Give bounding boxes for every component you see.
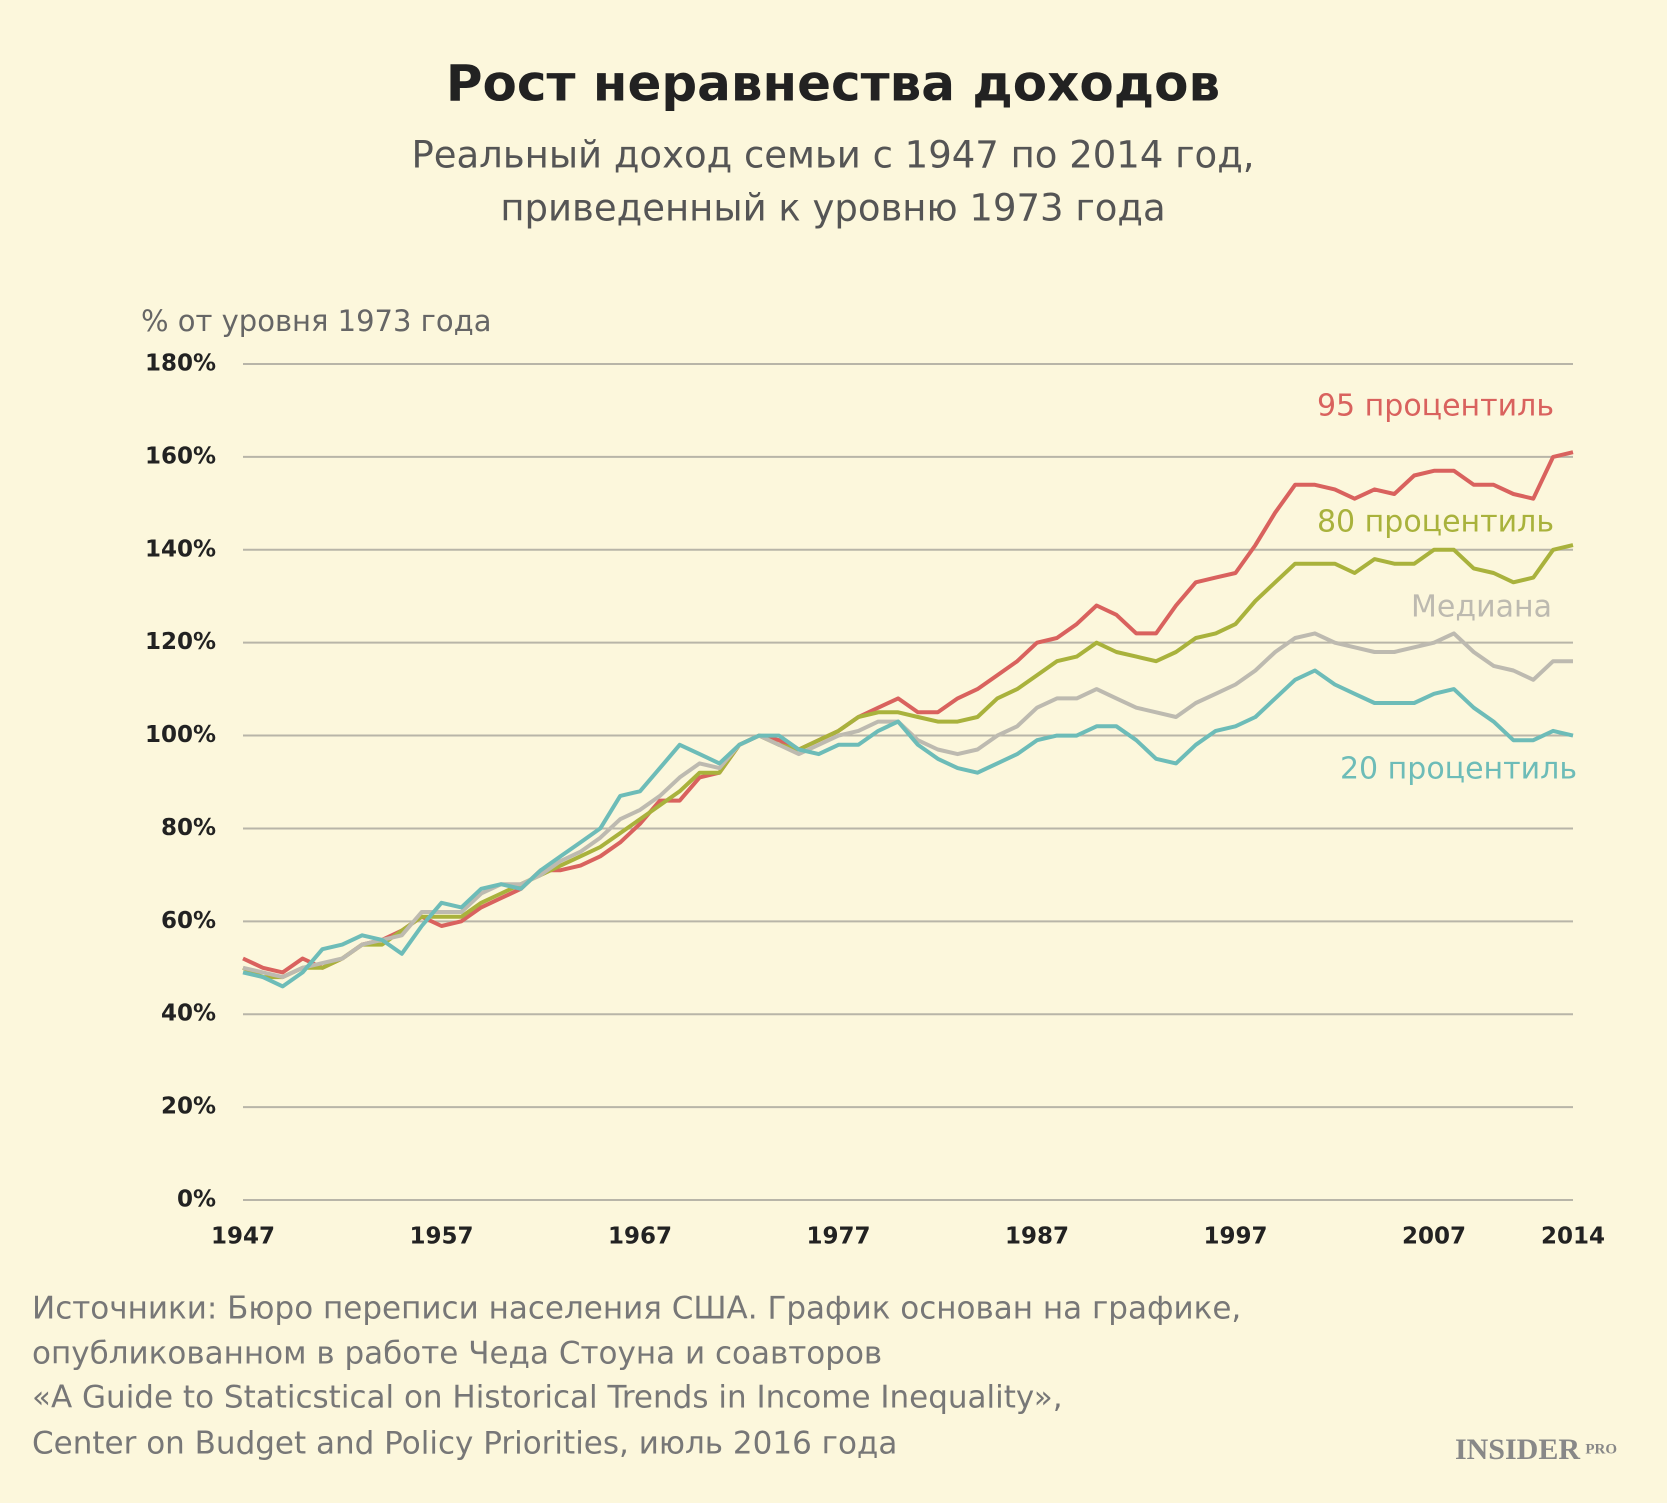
y-tick-label: 0%	[177, 1187, 216, 1213]
series-line	[242, 543, 1574, 980]
series-line	[242, 450, 1574, 975]
x-tick-label: 1977	[807, 1224, 871, 1250]
source-text: Center on Budget and Policy Priorities, …	[32, 1426, 897, 1462]
y-tick-label: 180%	[145, 351, 216, 377]
source-text: Источники: Бюро переписи населения США. …	[32, 1291, 1241, 1327]
source-text: «A Guide to Staticstical on Historical T…	[32, 1380, 1063, 1416]
source-text: опубликованном в работе Чеда Стоуна и со…	[32, 1336, 882, 1372]
y-tick-label: 80%	[161, 815, 216, 841]
y-tick-label: 40%	[161, 1001, 216, 1027]
series-label: 80 процентиль	[1317, 505, 1554, 540]
logo: INSIDER	[1455, 1433, 1580, 1466]
x-tick-label: 1967	[608, 1224, 672, 1250]
logo-sub: PRO	[1585, 1441, 1617, 1457]
y-tick-label: 160%	[145, 443, 216, 469]
y-axis-label: % от уровня 1973 года	[141, 304, 491, 338]
x-tick-label: 2007	[1402, 1224, 1466, 1250]
y-tick-label: 20%	[161, 1094, 216, 1120]
series-line	[242, 668, 1574, 989]
x-tick-label: 1957	[409, 1224, 473, 1250]
x-tick-label: 1997	[1204, 1224, 1268, 1250]
series-label: Медиана	[1411, 590, 1552, 625]
chart-title: Рост неравнества доходов	[446, 55, 1220, 113]
x-tick-label: 1987	[1005, 1224, 1069, 1250]
y-tick-label: 140%	[145, 536, 216, 562]
chart-subtitle: Реальный доход семьи с 1947 по 2014 год,	[411, 134, 1254, 177]
x-tick-label: 1947	[211, 1224, 275, 1250]
series-label: 20 процентиль	[1340, 752, 1577, 787]
x-tick-label: 2014	[1541, 1224, 1605, 1250]
y-tick-label: 100%	[145, 722, 216, 748]
series-label: 95 процентиль	[1317, 389, 1554, 424]
y-tick-label: 120%	[145, 629, 216, 655]
y-tick-label: 60%	[161, 908, 216, 934]
chart-subtitle: приведенный к уровню 1973 года	[500, 187, 1165, 230]
